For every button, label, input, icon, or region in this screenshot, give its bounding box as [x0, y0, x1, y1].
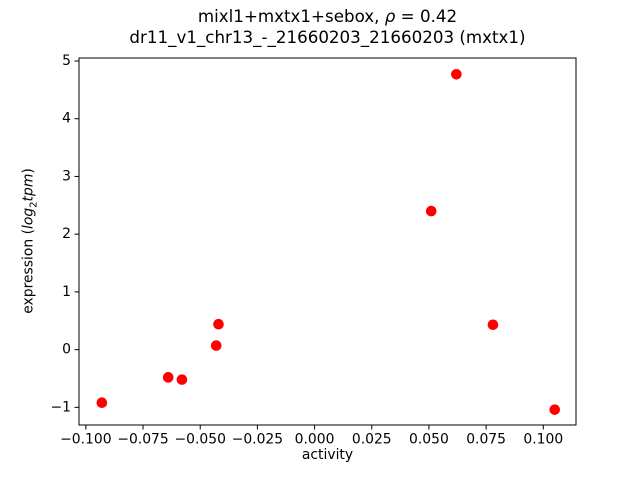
- data-point: [162, 372, 174, 383]
- x-axis-label: activity: [301, 447, 354, 463]
- x-tick-label: 0.000: [295, 432, 335, 448]
- title-text-prefix: mixl1+mxtx1+sebox,: [197, 6, 385, 26]
- x-tick-label: 0.075: [466, 432, 506, 448]
- x-tick-label: −0.075: [117, 432, 168, 448]
- ylabel-tpm: tpm: [20, 173, 37, 202]
- chart-title-line2: dr11_v1_chr13_-_21660203_21660203 (mxtx1…: [129, 27, 526, 47]
- chart-title: mixl1+mxtx1+sebox, ρ = 0.42 dr11_v1_chr1…: [79, 6, 576, 48]
- x-tick-label: 0.050: [409, 432, 449, 448]
- data-point: [451, 68, 462, 80]
- ylabel-suffix: ): [20, 168, 37, 174]
- y-tick-label: −1: [51, 399, 71, 415]
- y-axis-label: expression (log2tpm): [21, 168, 40, 314]
- ylabel-log: log: [20, 207, 37, 230]
- axes-frame: [78, 57, 577, 426]
- chart-title-line1: mixl1+mxtx1+sebox, ρ = 0.42: [79, 6, 576, 27]
- data-point: [425, 205, 437, 217]
- data-point: [487, 319, 499, 331]
- y-tick-label: 3: [62, 168, 71, 184]
- data-point: [210, 340, 222, 351]
- y-tick-label: 5: [62, 53, 71, 69]
- rho-value: = 0.42: [395, 6, 458, 26]
- data-point: [96, 397, 108, 409]
- ylabel-prefix: expression (: [20, 229, 37, 314]
- y-tick-label: 4: [62, 111, 71, 127]
- x-tick-label: 0.100: [523, 432, 563, 448]
- x-tick-label: −0.025: [232, 432, 283, 448]
- x-tick-label: −0.050: [175, 432, 226, 448]
- ylabel-subscript: 2: [28, 201, 40, 208]
- data-point: [213, 318, 224, 330]
- rho-symbol: ρ: [384, 6, 396, 26]
- data-point: [176, 374, 188, 385]
- y-tick-label: 0: [62, 342, 71, 358]
- x-tick-label: −0.100: [60, 432, 111, 448]
- y-tick-label: 1: [62, 284, 71, 300]
- x-tick-label: 0.025: [352, 432, 392, 448]
- data-point: [549, 404, 561, 415]
- y-tick-label: 2: [62, 226, 71, 242]
